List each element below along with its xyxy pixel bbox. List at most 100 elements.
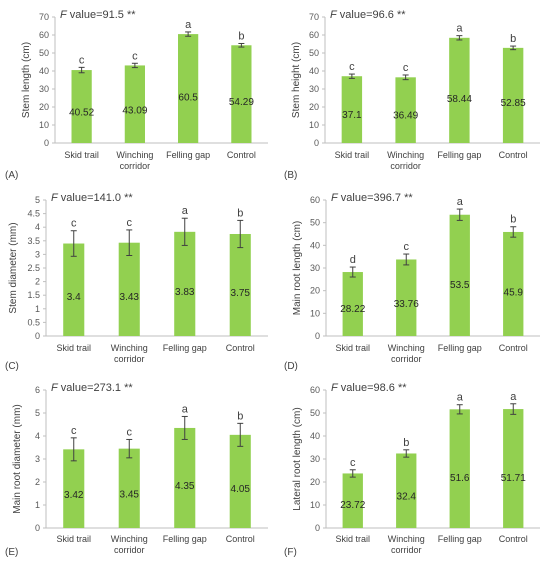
- data-label: 3.42: [64, 490, 84, 501]
- y-tick-label: 2: [35, 477, 40, 487]
- category-label: Skid trail: [64, 150, 99, 160]
- category-label-line: Skid trail: [335, 343, 370, 353]
- y-tick-label: 20: [310, 477, 320, 487]
- significance-letter: c: [127, 426, 133, 438]
- y-tick-label: 60: [310, 385, 320, 395]
- f-value-label: F value=98.6 **: [331, 382, 407, 394]
- category-label-line: Winching: [387, 150, 424, 160]
- bar: [449, 409, 470, 528]
- y-tick-label: 50: [39, 48, 49, 58]
- panel-label: (E): [5, 547, 18, 558]
- y-tick-label: 3: [35, 454, 40, 464]
- y-tick-label: 10: [310, 308, 320, 318]
- category-label: Felling gap: [437, 150, 481, 160]
- y-tick-label: 0: [44, 138, 49, 148]
- bar: [124, 65, 145, 143]
- significance-letter: c: [349, 61, 355, 73]
- category-label-line: Skid trail: [56, 534, 91, 544]
- bar: [449, 37, 470, 143]
- y-tick-label: 60: [310, 195, 320, 205]
- y-tick-label: 70: [39, 12, 49, 22]
- significance-letter: a: [182, 205, 189, 217]
- data-label: 3.75: [231, 288, 251, 299]
- y-tick-label: 6: [35, 385, 40, 395]
- significance-letter: c: [71, 425, 77, 437]
- category-label: Skid trail: [335, 534, 370, 544]
- data-label: 3.4: [67, 292, 81, 303]
- bar: [63, 243, 85, 336]
- bar: [231, 45, 252, 143]
- category-label-line: Control: [226, 534, 255, 544]
- y-tick-label: 0: [315, 523, 320, 533]
- f-letter: F: [51, 192, 59, 204]
- chart-panel-2: 0 0.5 1 1.5 2 2.5 3 3.5 4 4.5 5 Stem diameter (mm) c…: [5, 192, 268, 372]
- bar: [63, 449, 85, 528]
- significance-letter: c: [403, 62, 409, 74]
- bar: [178, 34, 199, 143]
- category-label-line: Control: [499, 534, 528, 544]
- category-label-line: Control: [226, 343, 255, 353]
- bar: [503, 231, 524, 336]
- significance-letter: c: [127, 217, 133, 229]
- y-tick-label: 3.5: [27, 236, 40, 246]
- y-axis-title: Stem height (cm): [291, 42, 302, 118]
- y-tick-label: 5: [35, 408, 40, 418]
- bar: [396, 453, 417, 528]
- y-tick-label: 0: [315, 331, 320, 341]
- significance-letter: b: [510, 214, 516, 226]
- significance-letter: c: [350, 457, 356, 469]
- category-label: Felling gap: [438, 534, 482, 544]
- category-label-line: Winching: [116, 150, 153, 160]
- f-letter: F: [331, 192, 339, 204]
- bar: [342, 473, 363, 528]
- category-label: Winching corridor: [111, 343, 148, 364]
- y-tick-label: 50: [309, 48, 319, 58]
- y-tick-label: 30: [309, 84, 319, 94]
- bar: [229, 434, 251, 528]
- y-tick-label: 40: [309, 66, 319, 76]
- data-label: 43.09: [122, 105, 147, 116]
- category-label-line: Winching: [111, 534, 148, 544]
- category-label: Skid trail: [56, 534, 91, 544]
- category-label: Control: [226, 343, 255, 353]
- category-label: Skid trail: [335, 343, 370, 353]
- y-tick-label: 20: [309, 102, 319, 112]
- data-label: 54.29: [229, 97, 254, 108]
- data-label: 58.44: [447, 94, 472, 105]
- category-label: Winching corridor: [387, 150, 424, 171]
- f-letter: F: [51, 382, 59, 394]
- y-tick-label: 1: [35, 304, 40, 314]
- y-tick-label: 40: [310, 431, 320, 441]
- f-value-text: value=98.6 **: [338, 382, 408, 394]
- category-label: Felling gap: [438, 343, 482, 353]
- bar: [118, 448, 140, 528]
- f-value-text: value=141.0 **: [58, 192, 134, 204]
- category-label-line: corridor: [390, 161, 421, 171]
- significance-letter: a: [510, 391, 517, 403]
- y-axis-title: Lateral root length (cm): [292, 407, 303, 510]
- f-value-text: value=396.7 **: [338, 192, 414, 204]
- f-value-text: value=91.5 **: [67, 9, 137, 21]
- panel-label: (F): [284, 547, 297, 558]
- data-label: 52.85: [501, 98, 526, 109]
- category-label-line: Control: [499, 150, 528, 160]
- f-letter: F: [331, 382, 339, 394]
- y-tick-label: 60: [39, 30, 49, 40]
- significance-letter: a: [182, 403, 189, 415]
- f-letter: F: [60, 9, 68, 21]
- chart-panel-0: 0 10 20 30 40 50 60 70 Stem length (cm) c 40.52 Ski…: [5, 9, 268, 181]
- data-label: 40.52: [69, 107, 94, 118]
- category-label-line: corridor: [114, 545, 145, 555]
- y-axis-title: Main root diameter (mm): [12, 404, 23, 513]
- category-label: Felling gap: [163, 534, 207, 544]
- category-label-line: corridor: [391, 354, 422, 364]
- category-label: Winching corridor: [388, 343, 425, 364]
- bar: [396, 259, 417, 336]
- chart-panel-5: 0 10 20 30 40 50 60 Lateral root length (cm) c 23…: [284, 382, 540, 558]
- data-label: 23.72: [340, 500, 365, 511]
- significance-letter: b: [237, 207, 243, 219]
- y-tick-label: 40: [39, 66, 49, 76]
- category-label: Skid trail: [56, 343, 91, 353]
- y-tick-label: 1.5: [27, 290, 40, 300]
- f-value-label: F value=396.7 **: [331, 192, 413, 204]
